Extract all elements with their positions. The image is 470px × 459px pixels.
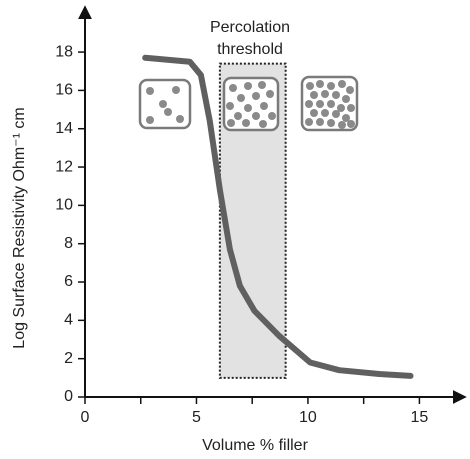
- y-tick-label: 12: [55, 158, 73, 175]
- y-tick-label: 2: [64, 350, 73, 367]
- y-tick-label: 10: [55, 197, 73, 214]
- x-tick-label: 10: [299, 409, 317, 426]
- y-tick-label: 18: [55, 43, 73, 60]
- annotation: threshold: [217, 41, 283, 58]
- x-tick-label: 5: [192, 409, 201, 426]
- y-tick-label: 6: [64, 273, 73, 290]
- dense-filler-icon: [300, 75, 359, 132]
- y-tick-label: 0: [64, 388, 73, 405]
- annotation: Percolation: [210, 19, 290, 36]
- y-tick-label: 8: [64, 235, 73, 252]
- y-tick-label: 4: [64, 312, 73, 329]
- y-tick-label: 16: [55, 82, 73, 99]
- sparse-filler-icon: [138, 78, 192, 130]
- resistivity-line: [142, 54, 414, 379]
- x-axis-title: Volume % filler: [202, 437, 308, 454]
- y-tick-label: 14: [55, 120, 73, 137]
- x-tick-label: 0: [81, 409, 90, 426]
- threshold-filler-icon: [222, 76, 280, 132]
- x-tick-label: 15: [411, 409, 429, 426]
- y-axis-title: Log Surface Resistivity Ohm⁻¹ cm: [11, 107, 28, 348]
